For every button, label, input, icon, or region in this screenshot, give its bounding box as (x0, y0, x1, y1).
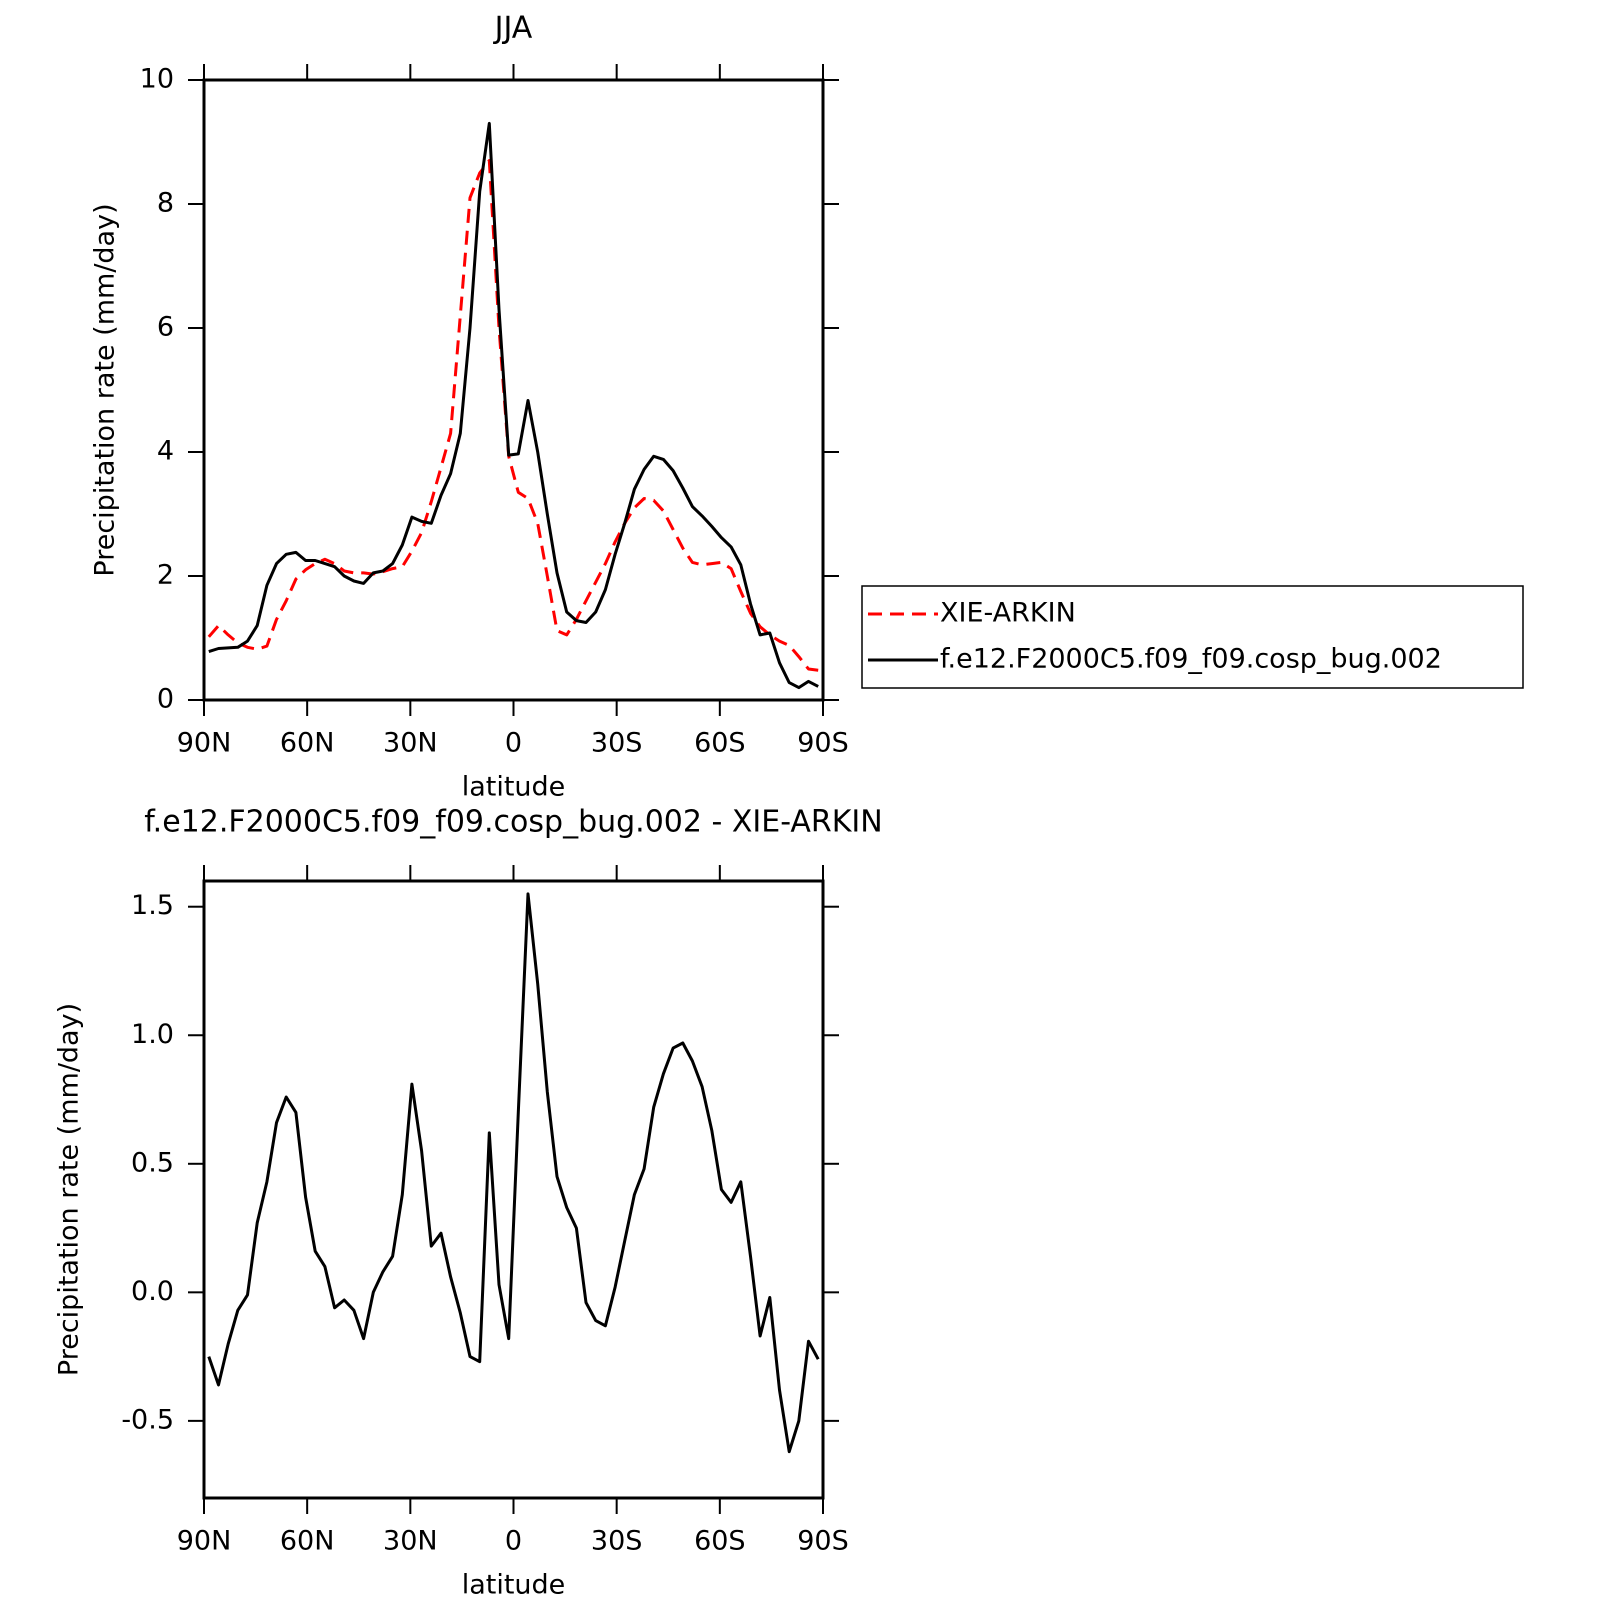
x-tick-label: 90N (177, 728, 232, 759)
x-tick-label: 60N (280, 1526, 335, 1557)
data-line (207, 159, 819, 672)
legend-label: f.e12.F2000C5.f09_f09.cosp_bug.002 (940, 644, 1442, 675)
data-line (208, 121, 819, 690)
data-line (207, 892, 820, 1454)
x-tick-label: 60S (694, 728, 746, 759)
y-axis-label: Precipitation rate (mm/day) (90, 203, 121, 576)
x-tick-label: 0 (505, 728, 522, 759)
y-tick-label: -0.5 (121, 1404, 174, 1435)
y-tick-label: 4 (157, 436, 174, 467)
y-tick-label: 8 (157, 188, 174, 219)
x-tick-label: 30S (591, 1526, 643, 1557)
x-tick-label: 60S (694, 1526, 746, 1557)
x-axis-label: latitude (462, 1570, 566, 1601)
y-tick-label: 1.5 (131, 890, 174, 921)
y-tick-label: 2 (157, 560, 174, 591)
x-tick-label: 60N (280, 728, 335, 759)
y-tick-label: 1.0 (131, 1019, 174, 1050)
legend-label: XIE-ARKIN (940, 598, 1076, 629)
plot-frame (202, 879, 825, 1500)
x-tick-label: 30S (591, 728, 643, 759)
x-tick-label: 90N (177, 1526, 232, 1557)
x-tick-label: 90S (797, 1526, 849, 1557)
y-tick-label: 0.0 (131, 1276, 174, 1307)
plot-frame (202, 78, 825, 702)
y-tick-label: 10 (140, 64, 174, 95)
x-tick-label: 0 (505, 1526, 522, 1557)
legend-box (861, 585, 1524, 689)
y-axis-label: Precipitation rate (mm/day) (54, 1003, 85, 1376)
x-tick-label: 90S (797, 728, 849, 759)
chart-title: f.e12.F2000C5.f09_f09.cosp_bug.002 - XIE… (144, 805, 882, 840)
x-tick-label: 30N (383, 728, 438, 759)
chart-title: JJA (493, 11, 533, 46)
x-axis-label: latitude (462, 772, 566, 803)
x-tick-label: 30N (383, 1526, 438, 1557)
y-tick-label: 6 (157, 312, 174, 343)
y-tick-label: 0 (157, 684, 174, 715)
y-tick-label: 0.5 (131, 1147, 174, 1178)
